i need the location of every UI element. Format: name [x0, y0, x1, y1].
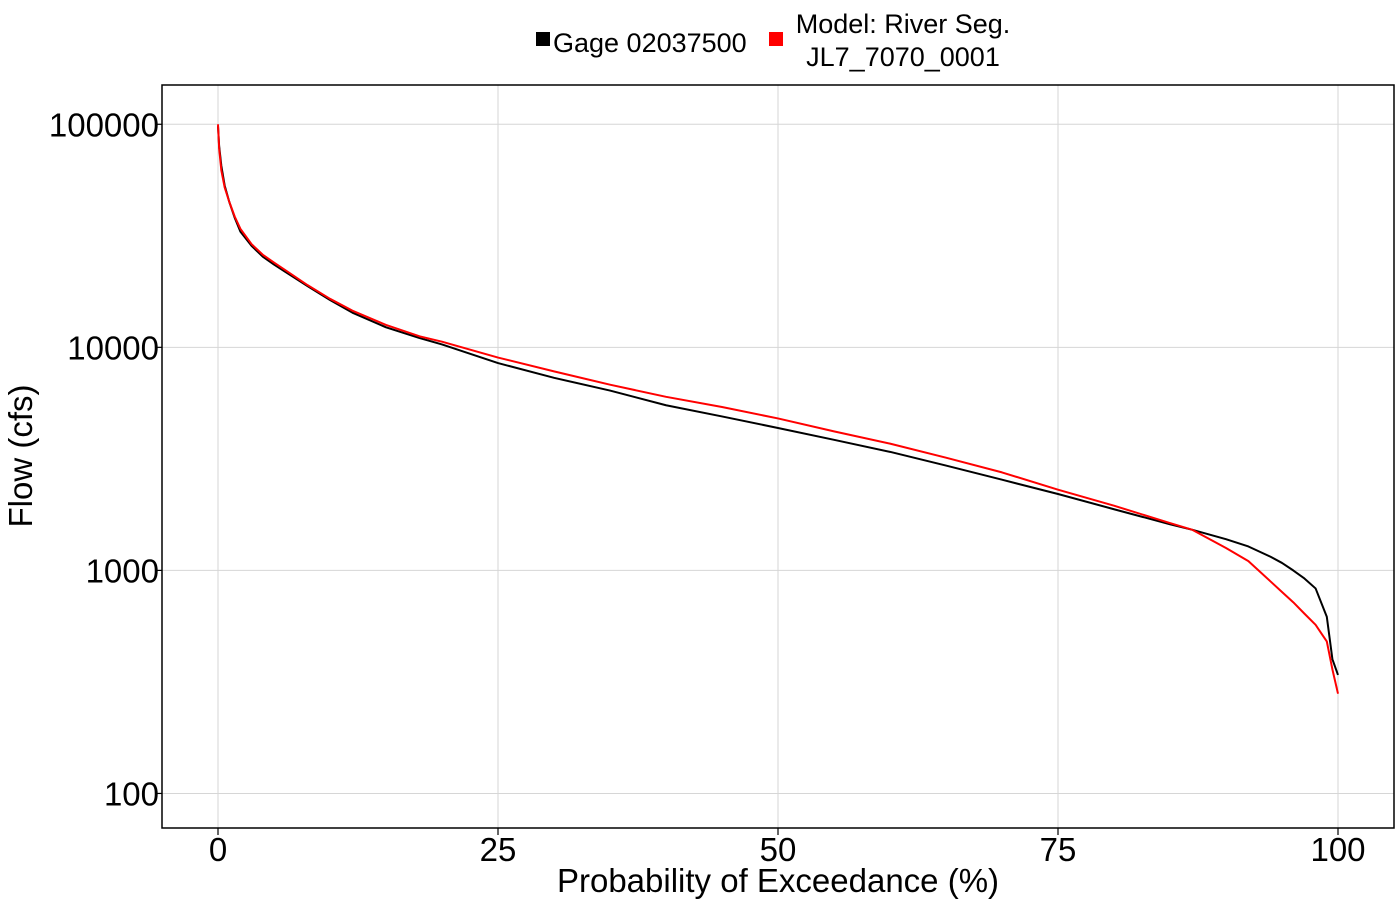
x-tick-label: 0: [209, 831, 227, 868]
legend-swatch: [769, 32, 783, 46]
y-tick-label: 1000: [86, 552, 159, 589]
legend: Gage 02037500 Model: River Seg. JL7_7070_0…: [536, 9, 1010, 72]
y-tick-label: 100000: [49, 106, 159, 143]
y-tick-label: 10000: [67, 329, 159, 366]
x-tick-label: 25: [480, 831, 517, 868]
x-axis-label: Probability of Exceedance (%): [557, 862, 999, 899]
legend-label: Gage 02037500: [553, 28, 747, 58]
x-tick-label: 75: [1040, 831, 1077, 868]
x-tick-label: 100: [1310, 831, 1365, 868]
y-axis-label: Flow (cfs): [2, 385, 39, 528]
series-line-0: [217, 126, 1339, 676]
legend-label: Model: River Seg. JL7_7070_0001: [796, 9, 1011, 72]
series-layer: [217, 124, 1339, 694]
y-tick-label: 100: [104, 775, 159, 812]
legend-swatch: [536, 32, 550, 46]
grid: [162, 85, 1394, 828]
x-axis: 0 25 50 75 100: [209, 828, 1366, 868]
y-axis: 100 1000 10000 100000: [49, 106, 162, 812]
series-line-1: [217, 124, 1339, 694]
x-tick-label: 50: [760, 831, 797, 868]
